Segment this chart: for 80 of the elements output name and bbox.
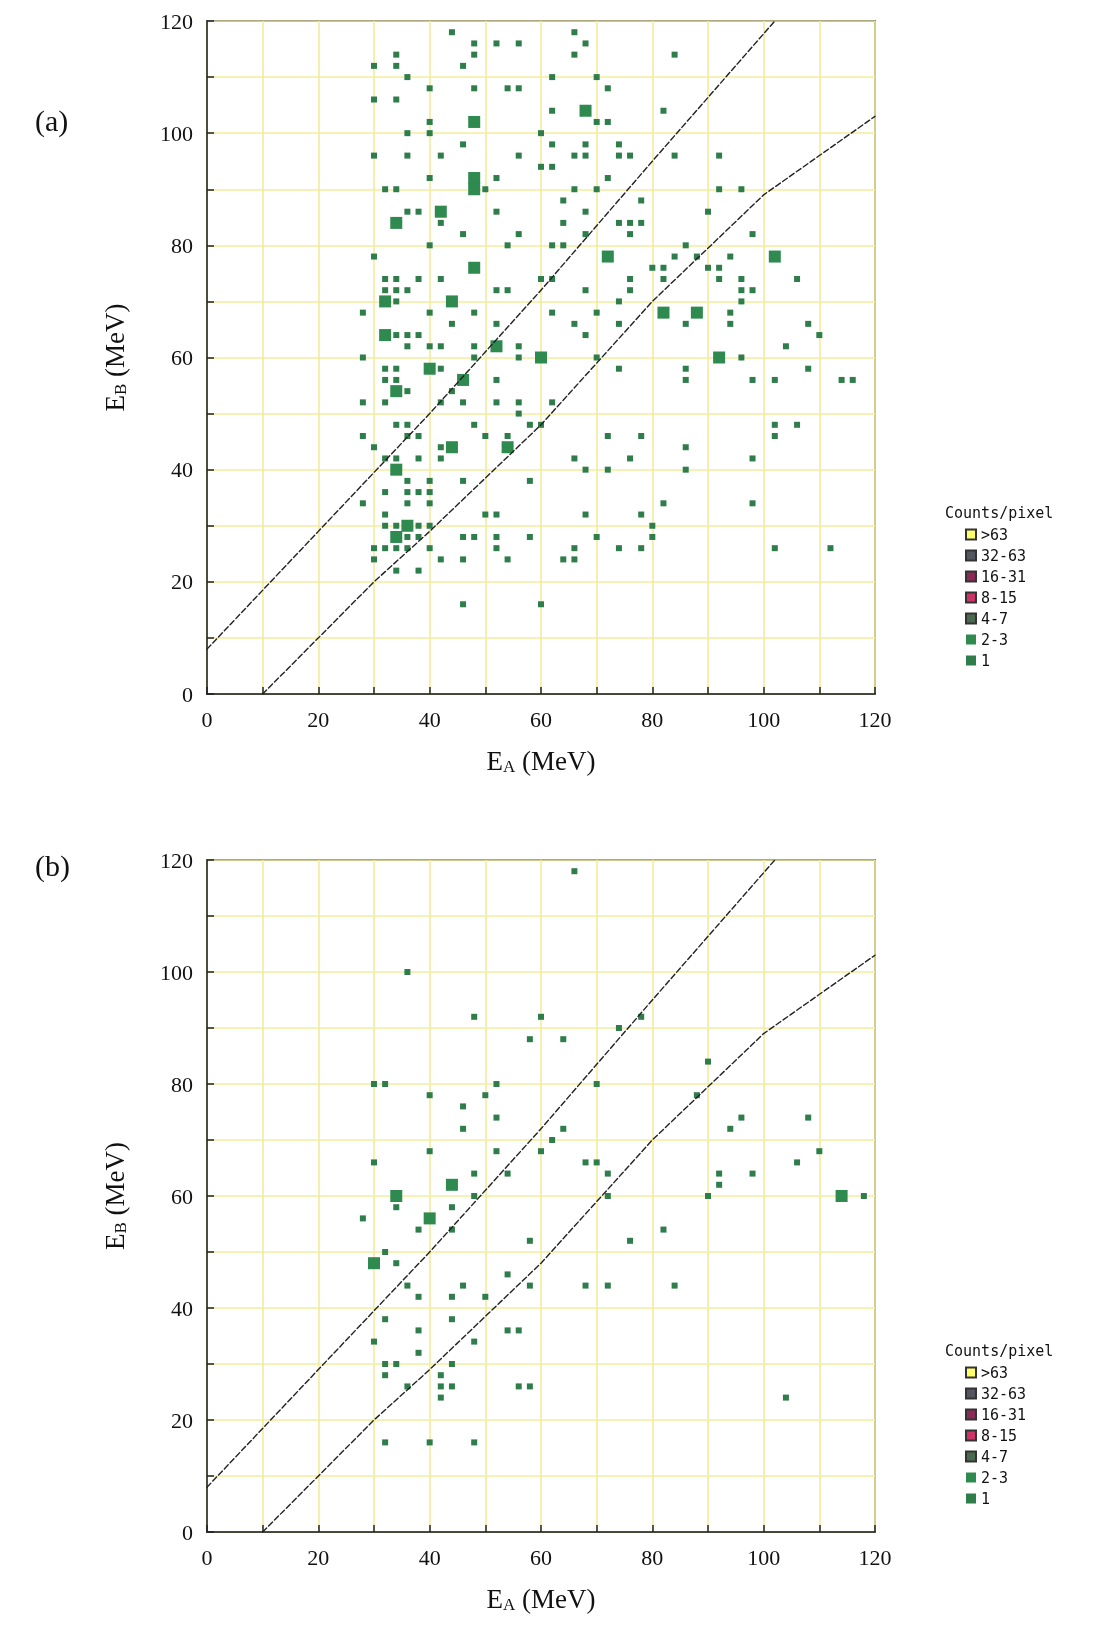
x-axis-title: EA (MeV): [486, 1583, 596, 1614]
y-tick-label: 80: [171, 1071, 193, 1097]
point: [501, 441, 514, 454]
point: [579, 104, 592, 117]
y-tick-label: 40: [171, 457, 193, 483]
text: (a): [35, 103, 69, 138]
legend-label: 2-3: [981, 1468, 1009, 1487]
x-tick-label: 20: [307, 706, 330, 732]
point: [390, 530, 403, 543]
y-tick-label: 120: [160, 847, 193, 873]
point: [490, 340, 503, 353]
legend-label: 4-7: [981, 1447, 1009, 1466]
point: [445, 295, 458, 308]
legend-label: 32-63: [981, 546, 1027, 565]
point: [835, 1190, 848, 1202]
y-tick-label: 20: [171, 569, 193, 595]
point: [390, 216, 403, 229]
legend-label: >63: [981, 525, 1009, 544]
x-tick-label: 60: [530, 706, 552, 732]
legend-label: 16-31: [981, 567, 1027, 586]
x-tick-label: 0: [201, 1544, 213, 1570]
legend-label: 4-7: [981, 609, 1009, 628]
y-tick-label: 40: [171, 1295, 193, 1321]
x-tick-label: 120: [858, 1544, 892, 1570]
legend-label: 1: [981, 1489, 991, 1508]
y-axis-title: EB (MeV): [99, 1141, 130, 1251]
y-tick-label: 100: [160, 120, 193, 146]
point: [379, 295, 392, 308]
point: [468, 115, 481, 128]
y-tick-label: 120: [160, 8, 193, 34]
point: [434, 205, 447, 218]
y-tick-label: 80: [171, 232, 193, 258]
legend-label: 8-15: [981, 1426, 1018, 1445]
point: [690, 306, 703, 319]
legend-label: 16-31: [981, 1405, 1027, 1424]
point: [468, 261, 481, 274]
y-tick-label: 60: [171, 345, 193, 370]
legend-title: Counts/pixel: [945, 1341, 1054, 1360]
point: [401, 519, 414, 532]
y-axis-title: EB (MeV): [99, 303, 130, 412]
legend-label: >63: [981, 1363, 1009, 1382]
legend-label: 32-63: [981, 1384, 1027, 1403]
x-tick-label: 100: [747, 706, 781, 732]
y-tick-label: 100: [160, 959, 193, 985]
x-tick-label: 20: [307, 1544, 330, 1570]
legend-title: Counts/pixel: [945, 503, 1054, 522]
point: [601, 250, 614, 263]
point: [468, 172, 481, 185]
x-tick-label: 60: [530, 1544, 552, 1570]
point: [535, 351, 547, 364]
x-tick-label: 120: [858, 706, 892, 732]
point: [390, 463, 403, 476]
point: [713, 351, 726, 364]
point: [423, 1212, 436, 1225]
point: [768, 250, 781, 263]
y-tick-label: 20: [171, 1407, 193, 1433]
point: [368, 1257, 380, 1270]
point: [423, 362, 436, 375]
chart-title: (b): [35, 848, 70, 883]
x-axis-title: EA (MeV): [486, 745, 596, 776]
x-tick-label: 80: [641, 1544, 664, 1570]
point: [390, 1190, 403, 1202]
x-tick-label: 40: [418, 1544, 441, 1570]
legend-label: 2-3: [981, 630, 1009, 649]
x-tick-label: 80: [641, 706, 664, 732]
y-tick-label: 0: [182, 681, 193, 707]
point: [445, 1178, 458, 1191]
point: [445, 441, 458, 454]
y-tick-label: 60: [171, 1183, 193, 1209]
legend-label: 8-15: [981, 588, 1018, 607]
legend-label: 1: [981, 651, 991, 670]
y-tick-label: 0: [182, 1519, 193, 1545]
x-tick-label: 0: [201, 706, 213, 732]
x-tick-label: 40: [418, 706, 441, 732]
point: [390, 385, 403, 398]
point: [657, 306, 670, 319]
x-tick-label: 100: [747, 1544, 781, 1570]
point: [457, 373, 470, 386]
point: [379, 329, 392, 342]
point: [468, 183, 481, 196]
